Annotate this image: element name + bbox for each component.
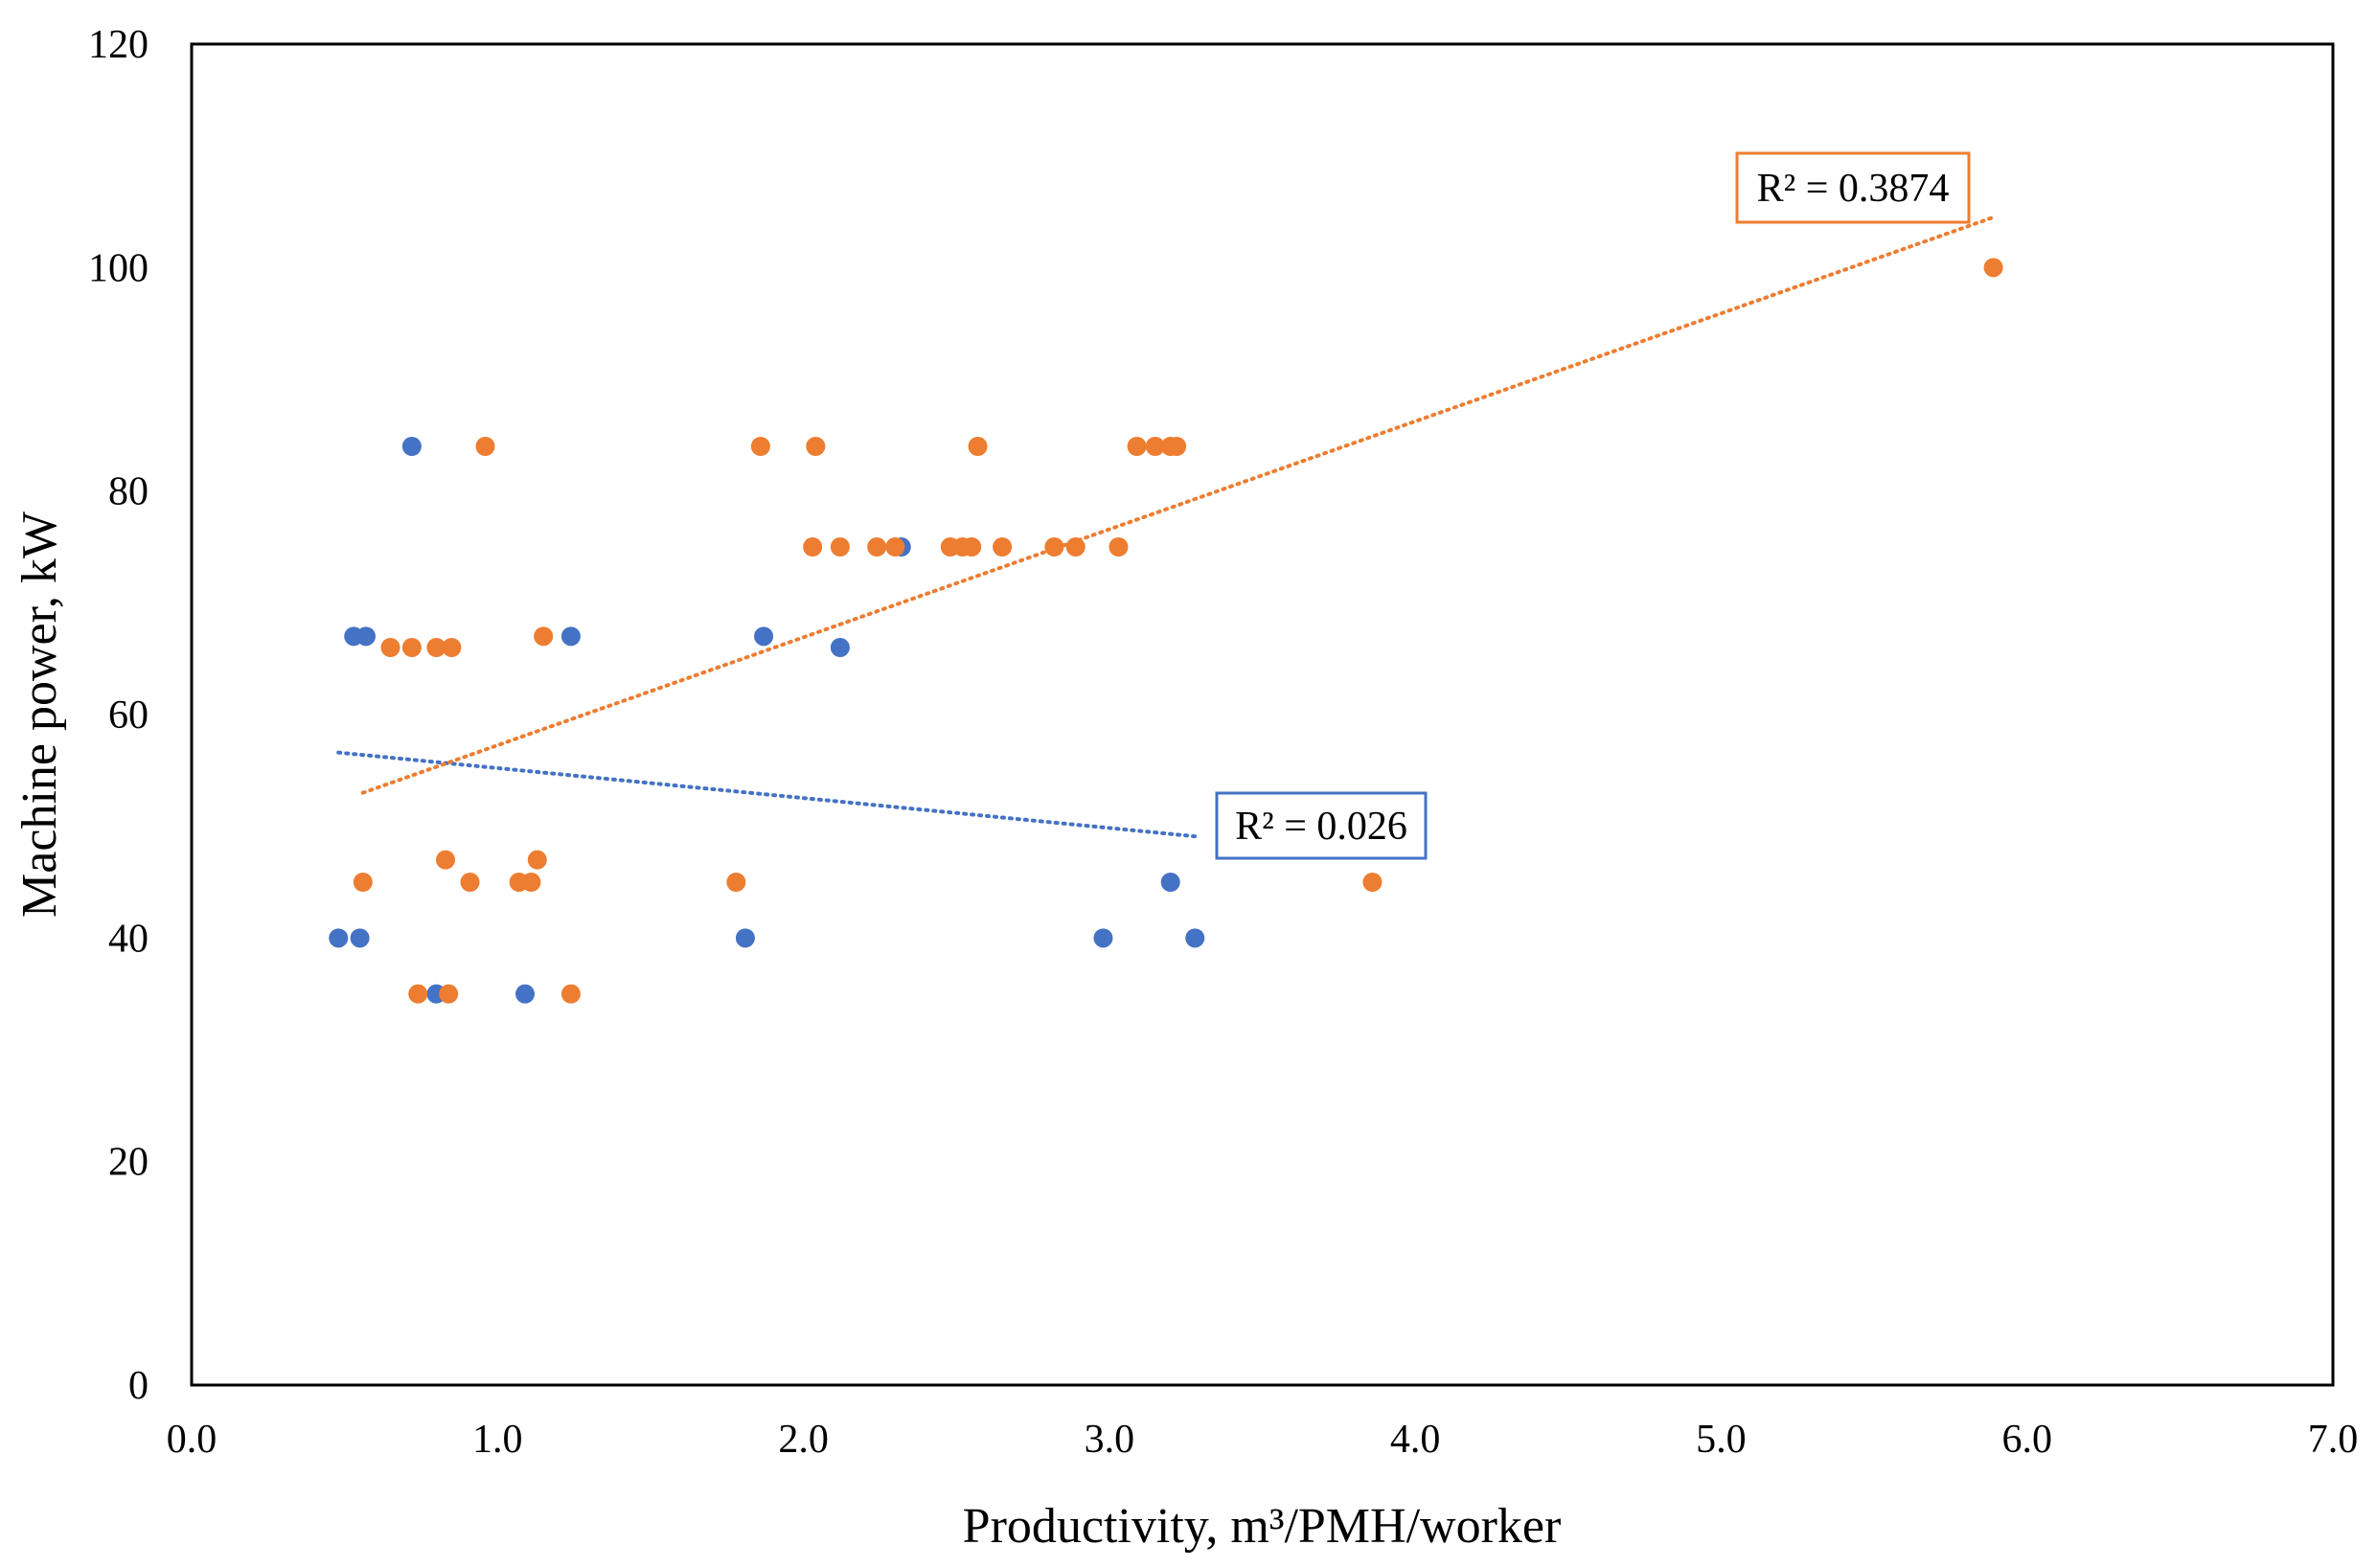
blue-trendline bbox=[336, 750, 1198, 839]
data-points bbox=[329, 258, 2003, 1004]
orange-r2-label: R² = 0.3874 bbox=[1757, 167, 1950, 211]
y-axis-title: Machine power, kW bbox=[12, 511, 67, 918]
orange-data-point bbox=[353, 873, 373, 892]
blue-data-point bbox=[1093, 928, 1113, 948]
x-axis-title: Productivity, m³/PMH/worker bbox=[963, 1499, 1562, 1554]
orange-data-point bbox=[475, 437, 495, 456]
orange-data-point bbox=[750, 437, 770, 456]
orange-data-point bbox=[1109, 537, 1129, 557]
orange-data-point bbox=[436, 850, 456, 870]
orange-data-point bbox=[1127, 437, 1147, 456]
orange-data-point bbox=[527, 850, 547, 870]
orange-data-point bbox=[1983, 258, 2003, 278]
orange-data-point bbox=[460, 873, 480, 892]
orange-data-point bbox=[408, 984, 428, 1004]
x-tick-label: 4.0 bbox=[1390, 1418, 1441, 1462]
x-tick-label: 1.0 bbox=[472, 1418, 523, 1462]
orange-data-point bbox=[426, 638, 446, 657]
y-tick-label: 80 bbox=[108, 470, 149, 514]
orange-data-point bbox=[1044, 537, 1064, 557]
orange-data-point bbox=[442, 638, 462, 657]
orange-data-point bbox=[806, 437, 826, 456]
orange-data-point bbox=[439, 984, 459, 1004]
orange-data-point bbox=[1065, 537, 1086, 557]
blue-data-point bbox=[560, 626, 581, 647]
y-tick-label: 100 bbox=[88, 246, 149, 290]
y-tick-label: 60 bbox=[108, 693, 149, 738]
orange-data-point bbox=[521, 873, 541, 892]
blue-data-point bbox=[401, 437, 422, 456]
orange-data-point bbox=[885, 537, 905, 557]
orange-data-point bbox=[560, 984, 581, 1004]
orange-data-point bbox=[968, 437, 988, 456]
x-tick-label: 5.0 bbox=[1696, 1418, 1747, 1462]
orange-data-point bbox=[1362, 873, 1383, 892]
y-tick-label: 40 bbox=[108, 917, 149, 961]
blue-data-point bbox=[1185, 928, 1205, 948]
blue-data-point bbox=[355, 626, 376, 647]
orange-data-point bbox=[830, 537, 850, 557]
orange-data-point bbox=[803, 537, 823, 557]
y-tick-label: 0 bbox=[128, 1364, 149, 1408]
orange-trendline bbox=[360, 215, 1996, 795]
x-tick-label: 6.0 bbox=[2001, 1418, 2052, 1462]
orange-data-point bbox=[726, 873, 746, 892]
x-tick-label: 0.0 bbox=[167, 1418, 217, 1462]
orange-data-point bbox=[1167, 437, 1187, 456]
orange-r2-box bbox=[1735, 151, 1971, 224]
orange-data-point bbox=[867, 537, 887, 557]
orange-data-point bbox=[401, 638, 422, 657]
blue-data-point bbox=[1160, 873, 1180, 892]
y-tick-label: 120 bbox=[88, 23, 149, 67]
x-tick-label: 2.0 bbox=[778, 1418, 829, 1462]
blue-data-point bbox=[350, 928, 370, 948]
x-tick-label: 3.0 bbox=[1085, 1418, 1135, 1462]
blue-data-point bbox=[735, 928, 755, 948]
blue-data-point bbox=[515, 984, 536, 1004]
blue-r2-box bbox=[1215, 791, 1428, 860]
plot-area-border bbox=[190, 42, 2335, 1387]
x-tick-label: 7.0 bbox=[2308, 1418, 2359, 1462]
orange-data-point bbox=[962, 537, 982, 557]
trendlines bbox=[336, 215, 1996, 839]
orange-data-point bbox=[993, 537, 1013, 557]
orange-data-point bbox=[380, 638, 400, 657]
orange-data-point bbox=[534, 626, 554, 647]
y-tick-label: 20 bbox=[108, 1141, 149, 1185]
blue-data-point bbox=[830, 638, 850, 657]
r2-labels: R² = 0.026 R² = 0.3874 bbox=[1215, 151, 1971, 860]
blue-r2-label: R² = 0.026 bbox=[1235, 805, 1407, 849]
blue-data-point bbox=[329, 928, 349, 948]
tick-labels: 0.0 1.0 2.0 3.0 4.0 5.0 6.0 7.0 0 20 40 60 80 100 120 bbox=[88, 23, 2358, 1462]
orange-data-point bbox=[1145, 437, 1165, 456]
blue-data-point bbox=[754, 626, 774, 647]
